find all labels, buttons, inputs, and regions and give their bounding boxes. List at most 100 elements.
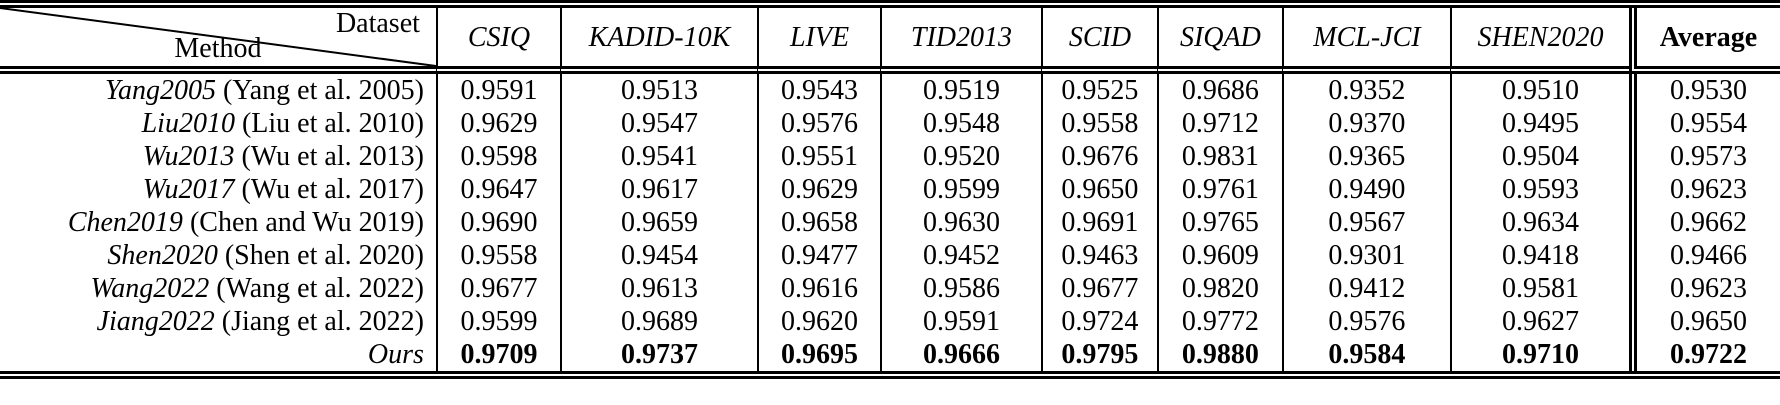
score-value-cell: 0.9724 [1040, 305, 1157, 338]
table-row: Wang2022 (Wang et al. 2022) 0.9677 0.9613 0… [0, 272, 1780, 305]
score-value-cell: 0.9558 [1040, 107, 1157, 140]
table-row: Shen2020 (Shen et al. 2020) 0.9558 0.9454 0… [0, 239, 1780, 272]
method-cell: Chen2019 (Chen and Wu 2019) [0, 206, 436, 239]
score-value-cell: 0.9591 [435, 74, 560, 107]
score-value-cell: 0.9676 [1040, 140, 1157, 173]
score-value-cell: 0.9650 [1040, 173, 1157, 206]
method-citation: (Liu et al. 2010) [234, 108, 424, 139]
score-value-cell: 0.9463 [1040, 239, 1157, 272]
method-name: Wu2017 [142, 174, 235, 205]
method-name: Wu2013 [142, 141, 235, 172]
table-row: Wu2013 (Wu et al. 2013) 0.9598 0.9541 0.955… [0, 140, 1780, 173]
column-header-shen2020: SHEN2020 [1449, 8, 1629, 74]
score-value-cell: 0.9659 [559, 206, 757, 239]
score-value-cell: 0.9765 [1156, 206, 1282, 239]
average-value-cell: 0.9623 [1629, 173, 1780, 206]
score-value-cell: 0.9831 [1156, 140, 1282, 173]
score-value-cell: 0.9525 [1040, 74, 1157, 107]
column-header-average: Average [1629, 8, 1780, 74]
method-citation: (Chen and Wu 2019) [182, 207, 424, 238]
method-citation: (Shen et al. 2020) [217, 240, 424, 271]
score-value-cell: 0.9609 [1156, 239, 1282, 272]
score-value-cell: 0.9695 [757, 338, 880, 371]
average-value-cell: 0.9554 [1629, 107, 1780, 140]
score-value-cell: 0.9634 [1449, 206, 1629, 239]
score-value-cell: 0.9627 [1449, 305, 1629, 338]
method-cell: Yang2005 (Yang et al. 2005) [0, 74, 436, 107]
average-value-cell: 0.9650 [1629, 305, 1780, 338]
average-value-cell: 0.9623 [1629, 272, 1780, 305]
score-value-cell: 0.9301 [1281, 239, 1450, 272]
average-value-cell: 0.9466 [1629, 239, 1780, 272]
score-value-cell: 0.9543 [757, 74, 880, 107]
method-citation: (Wu et al. 2013) [234, 141, 424, 172]
score-value-cell: 0.9365 [1281, 140, 1450, 173]
score-value-cell: 0.9737 [559, 338, 757, 371]
score-value-cell: 0.9576 [757, 107, 880, 140]
score-value-cell: 0.9620 [757, 305, 880, 338]
score-value-cell: 0.9666 [880, 338, 1041, 371]
score-value-cell: 0.9567 [1281, 206, 1450, 239]
score-value-cell: 0.9477 [757, 239, 880, 272]
score-value-cell: 0.9576 [1281, 305, 1450, 338]
method-name: Yang2005 [104, 75, 216, 106]
score-value-cell: 0.9712 [1156, 107, 1282, 140]
table-row: Liu2010 (Liu et al. 2010) 0.9629 0.9547 0.9… [0, 107, 1780, 140]
score-value-cell: 0.9418 [1449, 239, 1629, 272]
average-value-cell: 0.9530 [1629, 74, 1780, 107]
score-value-cell: 0.9510 [1449, 74, 1629, 107]
score-value-cell: 0.9584 [1281, 338, 1450, 371]
score-value-cell: 0.9520 [880, 140, 1041, 173]
method-name: Wang2022 [90, 273, 210, 304]
score-value-cell: 0.9880 [1156, 338, 1282, 371]
method-name: Shen2020 [107, 240, 218, 271]
average-value-cell: 0.9662 [1629, 206, 1780, 239]
method-cell: Wu2017 (Wu et al. 2017) [0, 173, 436, 206]
column-header-scid: SCID [1040, 8, 1157, 74]
score-value-cell: 0.9690 [435, 206, 560, 239]
table-row: Ours 0.9709 0.9737 0.9695 0.9666 0.9795 0.9880… [0, 338, 1780, 371]
results-table: Dataset Method CSIQ KADID-10K LIVE TID2013 S… [0, 0, 1780, 379]
score-value-cell: 0.9495 [1449, 107, 1629, 140]
score-value-cell: 0.9761 [1156, 173, 1282, 206]
column-header-siqad: SIQAD [1156, 8, 1282, 74]
method-name: Ours [367, 339, 424, 370]
score-value-cell: 0.9586 [880, 272, 1041, 305]
score-value-cell: 0.9691 [1040, 206, 1157, 239]
score-value-cell: 0.9613 [559, 272, 757, 305]
column-header-csiq: CSIQ [435, 8, 560, 74]
score-value-cell: 0.9677 [435, 272, 560, 305]
score-value-cell: 0.9630 [880, 206, 1041, 239]
score-value-cell: 0.9616 [757, 272, 880, 305]
method-citation: (Wu et al. 2017) [234, 174, 424, 205]
score-value-cell: 0.9519 [880, 74, 1041, 107]
score-value-cell: 0.9599 [435, 305, 560, 338]
score-value-cell: 0.9452 [880, 239, 1041, 272]
column-header-tid2013: TID2013 [880, 8, 1041, 74]
column-header-kadid-10k: KADID-10K [559, 8, 758, 74]
score-value-cell: 0.9558 [435, 239, 560, 272]
score-value-cell: 0.9454 [559, 239, 757, 272]
score-value-cell: 0.9513 [559, 74, 757, 107]
score-value-cell: 0.9599 [880, 173, 1041, 206]
score-value-cell: 0.9686 [1156, 74, 1282, 107]
score-value-cell: 0.9795 [1040, 338, 1157, 371]
method-name: Liu2010 [141, 108, 235, 139]
method-cell: Jiang2022 (Jiang et al. 2022) [0, 305, 436, 338]
score-value-cell: 0.9629 [757, 173, 880, 206]
score-value-cell: 0.9772 [1156, 305, 1282, 338]
score-value-cell: 0.9647 [435, 173, 560, 206]
table-row: Jiang2022 (Jiang et al. 2022) 0.9599 0.968… [0, 305, 1780, 338]
corner-dataset-label: Dataset [335, 8, 420, 39]
method-citation: (Jiang et al. 2022) [214, 306, 424, 337]
diagonal-divider-line [0, 8, 436, 66]
score-value-cell: 0.9412 [1281, 272, 1450, 305]
score-value-cell: 0.9710 [1449, 338, 1629, 371]
score-value-cell: 0.9658 [757, 206, 880, 239]
column-header-live: LIVE [757, 8, 880, 74]
method-citation: (Wang et al. 2022) [209, 273, 424, 304]
score-value-cell: 0.9593 [1449, 173, 1629, 206]
score-value-cell: 0.9551 [757, 140, 880, 173]
method-citation: (Yang et al. 2005) [216, 75, 424, 106]
